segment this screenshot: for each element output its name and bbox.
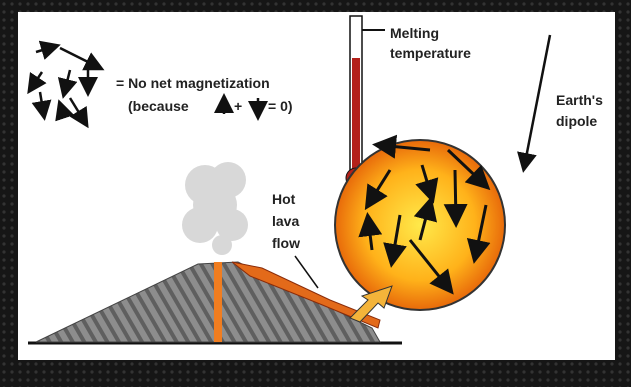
because-text: (because bbox=[128, 98, 189, 114]
thermometer-fill bbox=[352, 58, 360, 174]
dipole-text: dipole bbox=[556, 113, 597, 129]
dipole-text: Earth's bbox=[556, 92, 603, 108]
lava-sample bbox=[335, 140, 505, 310]
plus-text: + bbox=[234, 98, 242, 114]
melting-text: temperature bbox=[390, 45, 471, 61]
melting-text: Melting bbox=[390, 25, 439, 41]
no-net-text: = No net magnetization bbox=[116, 75, 270, 91]
vent bbox=[214, 262, 222, 342]
lava-text: Hot bbox=[272, 191, 296, 207]
lava-text: flow bbox=[272, 235, 300, 251]
diagram: = No net magnetization (because + = 0) M… bbox=[0, 0, 631, 387]
lava-text: lava bbox=[272, 213, 299, 229]
equals-zero-text: = 0) bbox=[268, 98, 293, 114]
